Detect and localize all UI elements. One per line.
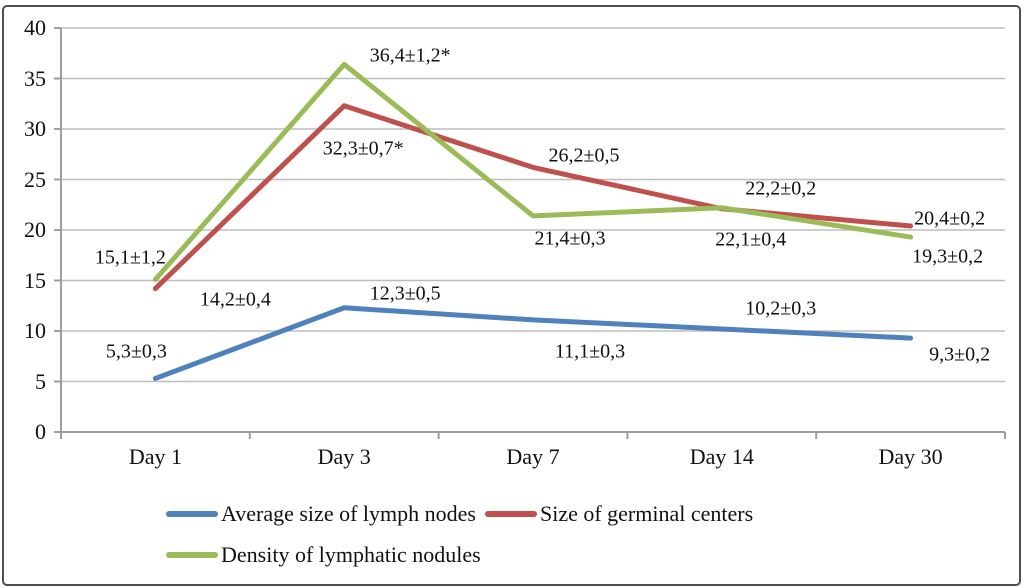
- series-line-density-of-lymphatic-nodules: [152, 61, 914, 282]
- data-point-label: 36,4±1,2*: [369, 44, 451, 67]
- chart-legend-row-2: Density of lymphatic nodules: [166, 542, 481, 568]
- data-point-label: 14,2±0,4: [199, 288, 271, 311]
- legend-swatch-red-line-icon: [484, 511, 537, 517]
- data-point-label: 15,1±1,2: [94, 246, 166, 269]
- data-point-label: 26,2±0,5: [548, 144, 620, 167]
- legend-item-size-of-germinal-centers: Size of germinal centers: [484, 501, 754, 527]
- data-point-label: 19,3±0,2: [912, 245, 984, 268]
- x-axis-label: Day 30: [878, 444, 943, 469]
- legend-label: Average size of lymph nodes: [221, 501, 476, 526]
- y-axis-label: 5: [35, 368, 46, 394]
- legend-swatch-blue-line-icon: [166, 511, 218, 517]
- x-axis-label: Day 1: [128, 444, 182, 469]
- data-point-label: 9,3±0,2: [929, 343, 991, 366]
- legend-item-average-size-of-lymph-nodes: Average size of lymph nodes: [166, 501, 476, 527]
- legend-item-density-of-lymphatic-nodules: Density of lymphatic nodules: [166, 542, 481, 568]
- x-axis-label: Day 3: [317, 444, 371, 469]
- data-point-label: 20,4±0,2: [914, 207, 986, 230]
- y-axis-label: 10: [24, 318, 46, 343]
- data-point-label: 11,1±0,3: [554, 340, 626, 363]
- data-point-label: 22,1±0,4: [715, 228, 787, 251]
- legend-label: Density of lymphatic nodules: [221, 542, 481, 567]
- data-point-label: 32,3±0,7*: [322, 137, 404, 160]
- y-axis-label: 40: [24, 15, 46, 40]
- series-line-size-of-germinal-centers: [152, 103, 914, 292]
- y-axis-label: 35: [24, 65, 46, 91]
- line-chart-canvas: [54, 27, 1006, 439]
- x-axis-label: Day 14: [689, 444, 754, 469]
- data-point-label: 22,2±0,2: [745, 177, 817, 200]
- y-axis-label: 15: [24, 267, 46, 293]
- chart-legend-row-1: Average size of lymph nodes Size of germ…: [166, 501, 753, 527]
- series-line-average-size-of-lymph-nodes: [152, 305, 914, 381]
- data-point-label: 5,3±0,3: [105, 340, 167, 363]
- data-point-label: 12,3±0,5: [369, 282, 441, 305]
- data-point-label: 10,2±0,3: [745, 297, 817, 320]
- y-axis-label: 25: [24, 166, 46, 192]
- y-axis-label: 20: [24, 217, 46, 242]
- y-axis-label: 0: [35, 419, 46, 444]
- legend-swatch-green-line-icon: [166, 552, 218, 558]
- legend-label: Size of germinal centers: [539, 501, 754, 526]
- y-axis-label: 30: [24, 116, 46, 141]
- data-point-label: 21,4±0,3: [534, 227, 606, 250]
- x-axis-label: Day 7: [506, 444, 560, 469]
